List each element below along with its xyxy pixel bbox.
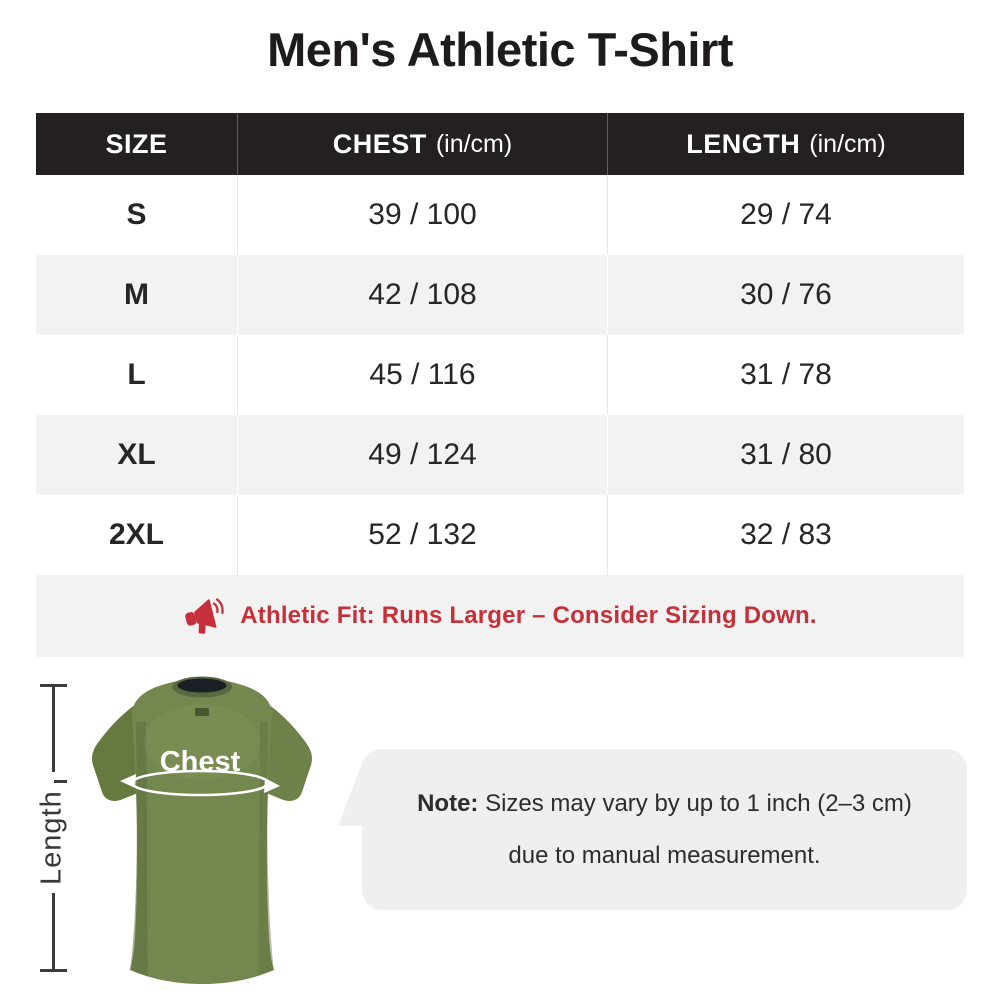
table-row-m: M 42 / 108 30 / 76 bbox=[36, 255, 964, 335]
size-cell: 2XL bbox=[108, 518, 165, 551]
chest-cell: 42 / 108 bbox=[237, 255, 607, 335]
header-size: SIZE bbox=[36, 113, 237, 175]
tshirt-torso bbox=[130, 679, 274, 984]
header-length: LENGTH (in/cm) bbox=[607, 113, 964, 175]
header-chest: CHEST (in/cm) bbox=[237, 113, 607, 175]
note-line-2: due to manual measurement. bbox=[508, 841, 821, 869]
tshirt-left-shading bbox=[130, 722, 148, 976]
page-title: Men's Athletic T-Shirt bbox=[267, 23, 733, 76]
header-chest-label: CHEST bbox=[332, 128, 427, 159]
length-line-tick bbox=[54, 780, 67, 783]
table-row-2xl: 2XL 52 / 132 32 / 83 bbox=[36, 495, 964, 575]
megaphone-icon bbox=[185, 598, 224, 634]
chest-arrow-left bbox=[120, 774, 136, 788]
length-line-bottom-cap bbox=[40, 969, 67, 972]
tshirt-illustration: Chest bbox=[92, 676, 312, 984]
tshirt-collar-inner bbox=[177, 678, 227, 693]
fit-note-text: Athletic Fit: Runs Larger – Consider Siz… bbox=[240, 602, 817, 629]
length-cell: 32 / 83 bbox=[607, 495, 964, 575]
size-table-header-row: SIZE CHEST (in/cm) LENGTH (in/cm) bbox=[36, 113, 964, 175]
note-bubble: Note: Sizes may vary by up to 1 inch (2–… bbox=[338, 749, 967, 910]
header-length-unit: (in/cm) bbox=[809, 129, 886, 158]
table-row-xl: XL 49 / 124 31 / 80 bbox=[36, 415, 964, 495]
tshirt-right-shading bbox=[258, 722, 274, 975]
length-line-upper-segment bbox=[52, 687, 55, 772]
chest-cell: 52 / 132 bbox=[237, 495, 607, 575]
note-bubble-tail bbox=[338, 758, 364, 826]
length-cell: 29 / 74 bbox=[607, 175, 964, 255]
length-cell: 30 / 76 bbox=[607, 255, 964, 335]
table-row-s: S 39 / 100 29 / 74 bbox=[36, 175, 964, 255]
chest-cell: 45 / 116 bbox=[237, 335, 607, 415]
length-label: Length bbox=[35, 790, 68, 886]
chest-cell: 49 / 124 bbox=[237, 415, 607, 495]
length-cell: 31 / 80 bbox=[607, 415, 964, 495]
size-cell: L bbox=[127, 358, 146, 391]
tshirt-brand-tag bbox=[195, 708, 209, 716]
table-row-l: L 45 / 116 31 / 78 bbox=[36, 335, 964, 415]
length-line-lower-segment bbox=[52, 893, 55, 970]
header-length-label: LENGTH bbox=[686, 128, 801, 159]
length-cell: 31 / 78 bbox=[607, 335, 964, 415]
size-cell: M bbox=[124, 278, 149, 311]
note-line-1: Note: Sizes may vary by up to 1 inch (2–… bbox=[417, 790, 912, 818]
header-chest-unit: (in/cm) bbox=[435, 129, 513, 158]
chest-label: Chest bbox=[160, 746, 241, 778]
note-prefix: Note: bbox=[417, 789, 479, 817]
size-cell: S bbox=[126, 198, 147, 231]
size-table: SIZE CHEST (in/cm) LENGTH (in/cm) S 39 /… bbox=[36, 113, 964, 657]
note-bubble-content: Note: Sizes may vary by up to 1 inch (2–… bbox=[362, 749, 967, 910]
length-line-top-cap bbox=[40, 684, 67, 687]
header-size-label: SIZE bbox=[105, 128, 168, 159]
fit-note-banner: Athletic Fit: Runs Larger – Consider Siz… bbox=[36, 575, 964, 657]
chest-cell: 39 / 100 bbox=[237, 175, 607, 255]
note-line-1-text: Sizes may vary by up to 1 inch (2–3 cm) bbox=[478, 789, 912, 817]
chest-arrow-right bbox=[264, 778, 280, 793]
size-cell: XL bbox=[117, 438, 156, 471]
tshirt-chest-highlight bbox=[144, 704, 260, 780]
